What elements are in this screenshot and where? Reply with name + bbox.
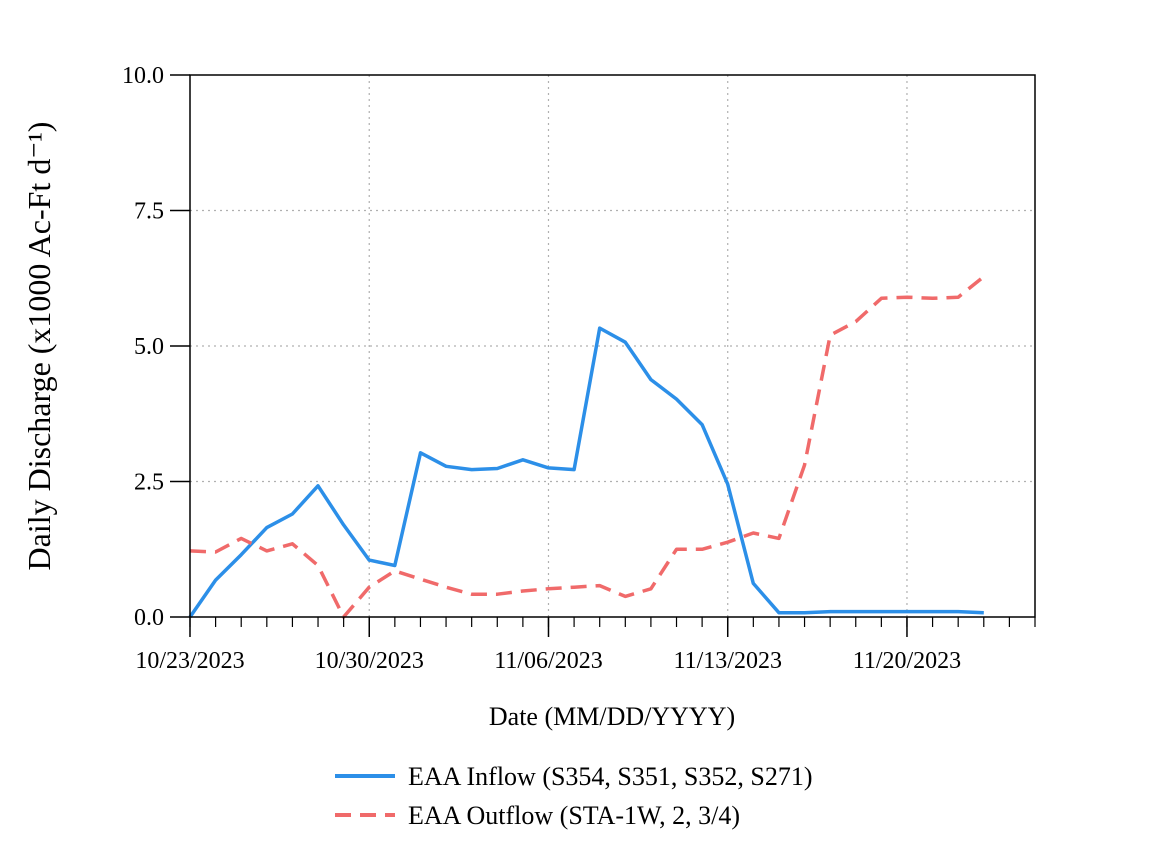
y-tick-label: 7.5	[134, 199, 164, 225]
y-axis: 0.0 2.5 5.0 7.5 10.0	[122, 63, 190, 631]
y-axis-title: Daily Discharge (x1000 Ac-Ft d⁻¹)	[21, 122, 57, 571]
x-tick-label: 11/20/2023	[853, 648, 961, 674]
x-tick-label: 10/30/2023	[315, 648, 424, 674]
legend-label-inflow: EAA Inflow (S354, S351, S352, S271)	[408, 762, 812, 791]
grid-lines	[190, 75, 1035, 617]
y-tick-label: 10.0	[122, 63, 164, 89]
legend-label-outflow: EAA Outflow (STA-1W, 2, 3/4)	[408, 801, 740, 830]
y-tick-label: 5.0	[134, 334, 164, 360]
x-tick-label: 10/23/2023	[135, 648, 244, 674]
x-tick-label: 11/13/2023	[674, 648, 782, 674]
inflow-series-line	[188, 326, 984, 618]
y-tick-label: 2.5	[134, 470, 164, 496]
legend: EAA Inflow (S354, S351, S352, S271) EAA …	[335, 762, 812, 830]
x-axis: 10/23/2023 10/30/2023 11/06/2023 11/13/2023…	[135, 617, 1036, 674]
series-lines	[188, 275, 985, 619]
outflow-series-line	[189, 275, 985, 619]
x-tick-label: 11/06/2023	[494, 648, 602, 674]
x-axis-title: Date (MM/DD/YYYY)	[489, 702, 735, 731]
y-tick-label: 0.0	[134, 605, 164, 631]
